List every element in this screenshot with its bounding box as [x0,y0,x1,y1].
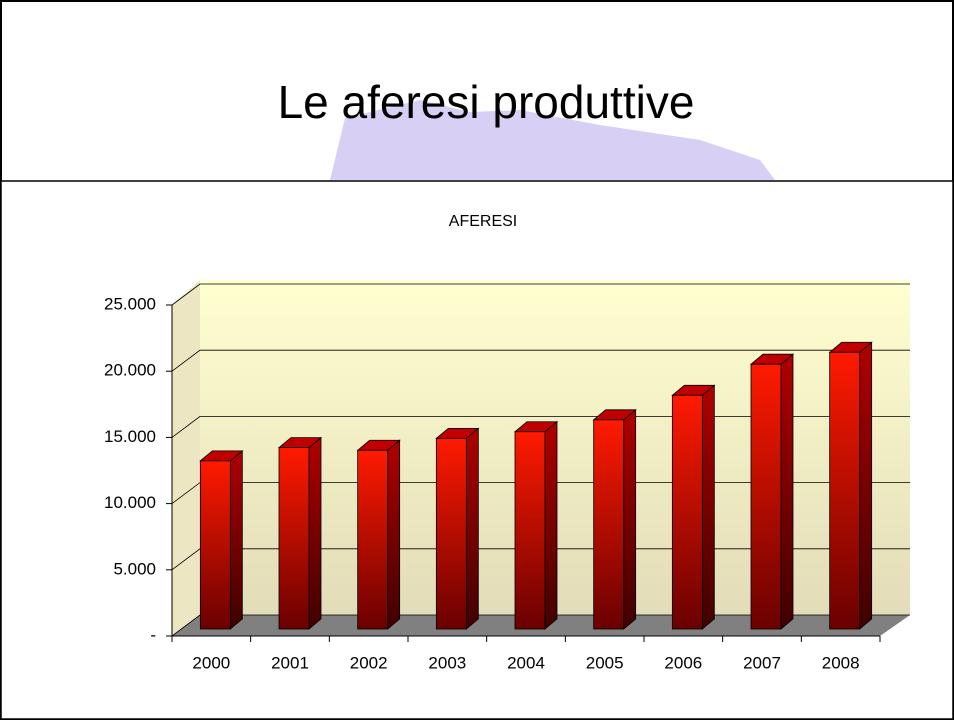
x-tick-label: 2007 [743,653,781,672]
y-tick-label: 20.000 [104,361,156,380]
grid-line [171,283,910,306]
side-wall [172,280,200,636]
bar [514,431,546,630]
bar-side [623,408,637,630]
bar-side [780,353,794,630]
y-tick-label: 15.000 [104,427,156,446]
bar-side [544,420,558,630]
bar-side [308,436,322,630]
x-tick-label: 2001 [271,653,309,672]
bar [278,447,310,630]
y-tick-label: 10.000 [104,493,156,512]
bar [671,394,703,630]
y-tick-label: 5.000 [113,559,156,578]
x-tick-label: 2003 [428,653,466,672]
y-tick-label: 25.000 [104,294,156,313]
x-tick-label: 2005 [586,653,624,672]
bar-side [859,341,873,630]
x-tick-label: 2008 [822,653,860,672]
bar [435,437,467,630]
x-tick-label: 2000 [192,653,230,672]
bar-side [465,427,479,630]
map-decoration [330,100,775,180]
bar [593,419,625,630]
bar [199,460,231,630]
slide-title: Le aferesi produttive [278,76,695,128]
bar [357,449,389,630]
grid-line [171,349,910,372]
bar-side [387,439,401,630]
bar-side [701,384,715,630]
bar [750,363,782,630]
chart-title: AFERESI [449,213,517,230]
y-tick-label: - [150,625,156,644]
x-tick-label: 2002 [350,653,388,672]
bar [829,351,861,630]
x-tick-label: 2006 [664,653,702,672]
bar-side [229,449,243,630]
x-tick-label: 2004 [507,653,545,672]
